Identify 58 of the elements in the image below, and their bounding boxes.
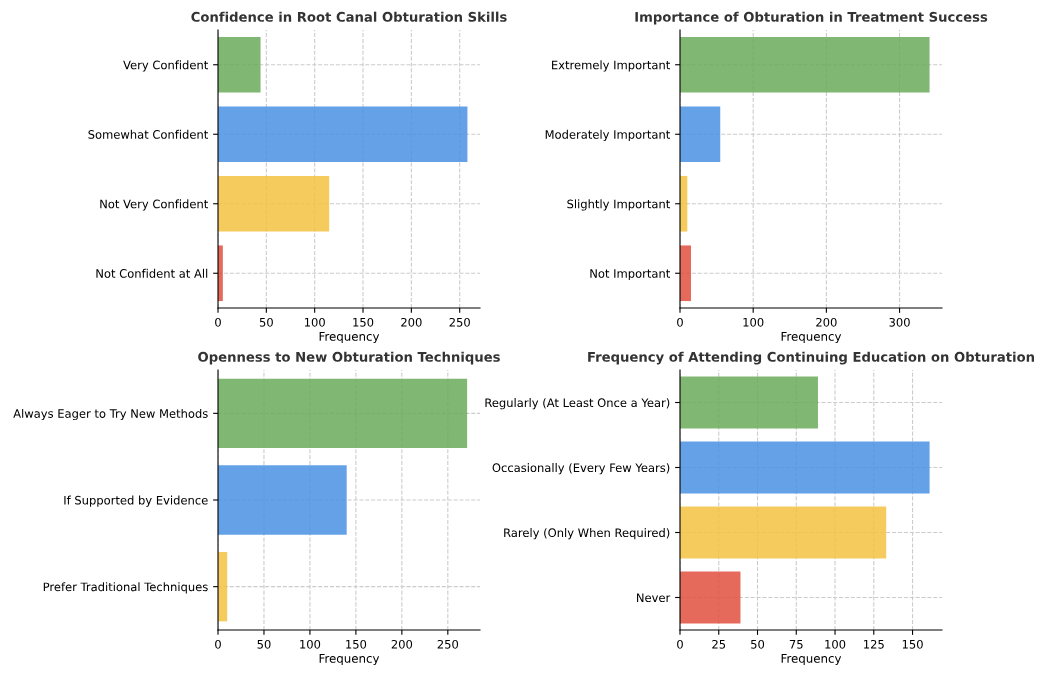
x-tick-label: 250 — [437, 639, 459, 649]
chart-title: Frequency of Attending Continuing Education on Obturation — [588, 351, 1035, 365]
bar — [218, 106, 468, 163]
bar — [680, 36, 930, 93]
x-tick-label: 0 — [677, 317, 683, 327]
y-tick-label: Occasionally (Every Few Years) — [492, 463, 670, 475]
y-tick-label: Rarely (Only When Required) — [504, 528, 670, 540]
x-tick-label: 50 — [751, 639, 765, 649]
chart-title: Confidence in Root Canal Obturation Skills — [191, 11, 507, 22]
x-tick-label: 125 — [864, 639, 884, 649]
x-tick-label: 200 — [391, 639, 413, 649]
bar — [680, 106, 721, 163]
x-tick-label: 250 — [449, 317, 470, 327]
y-tick-label: Regularly (At Least Once a Year) — [485, 398, 670, 410]
bar — [680, 376, 818, 429]
x-tick-label: 150 — [902, 639, 923, 649]
x-tick-label: 300 — [889, 317, 910, 327]
x-tick-label: 50 — [257, 639, 271, 649]
x-tick-label: 200 — [816, 317, 837, 327]
x-tick-label: 75 — [789, 640, 803, 649]
x-tick-label: 100 — [743, 317, 764, 327]
x-axis-title: Frequency — [781, 332, 842, 344]
x-tick-label: 25 — [712, 639, 726, 649]
y-tick-label: Not Confident at All — [96, 268, 208, 278]
bar — [218, 465, 347, 535]
bar — [680, 506, 887, 559]
bar — [218, 175, 330, 232]
x-axis-title: Frequency — [319, 654, 380, 666]
y-tick-label: Moderately Important — [545, 129, 670, 142]
x-tick-label: 150 — [346, 639, 367, 649]
bar — [218, 36, 261, 93]
y-tick-label: Prefer Traditional Techniques — [43, 582, 208, 594]
y-tick-label: Never — [637, 593, 671, 603]
y-tick-label: Very Confident — [123, 60, 208, 72]
bar — [680, 441, 930, 494]
y-tick-label: Slightly Important — [567, 199, 670, 211]
bar — [680, 571, 741, 624]
bar — [218, 378, 468, 448]
x-tick-label: 200 — [401, 317, 422, 327]
x-tick-label: 0 — [215, 639, 221, 649]
y-tick-label: Somewhat Confident — [88, 129, 208, 139]
y-tick-label: Always Eager to Try New Methods — [13, 408, 208, 421]
y-tick-label: If Supported by Evidence — [64, 495, 208, 507]
y-tick-label: Not Important — [590, 269, 670, 281]
bar — [680, 245, 691, 302]
x-tick-label: 100 — [304, 317, 325, 327]
y-tick-label: Extremely Important — [552, 60, 670, 72]
x-axis-title: Frequency — [781, 654, 842, 666]
x-tick-label: 0 — [215, 317, 221, 327]
x-tick-label: 0 — [677, 639, 683, 649]
chart-title: Importance of Obturation in Treatment Success — [635, 11, 988, 25]
x-tick-label: 100 — [300, 639, 321, 649]
chart-title: Openness to New Obturation Techniques — [198, 351, 500, 365]
x-tick-label: 100 — [825, 639, 846, 649]
x-tick-label: 50 — [259, 317, 273, 327]
x-axis-title: Frequency — [319, 332, 380, 344]
y-tick-label: Not Very Confident — [100, 199, 208, 211]
x-tick-label: 150 — [353, 317, 374, 327]
